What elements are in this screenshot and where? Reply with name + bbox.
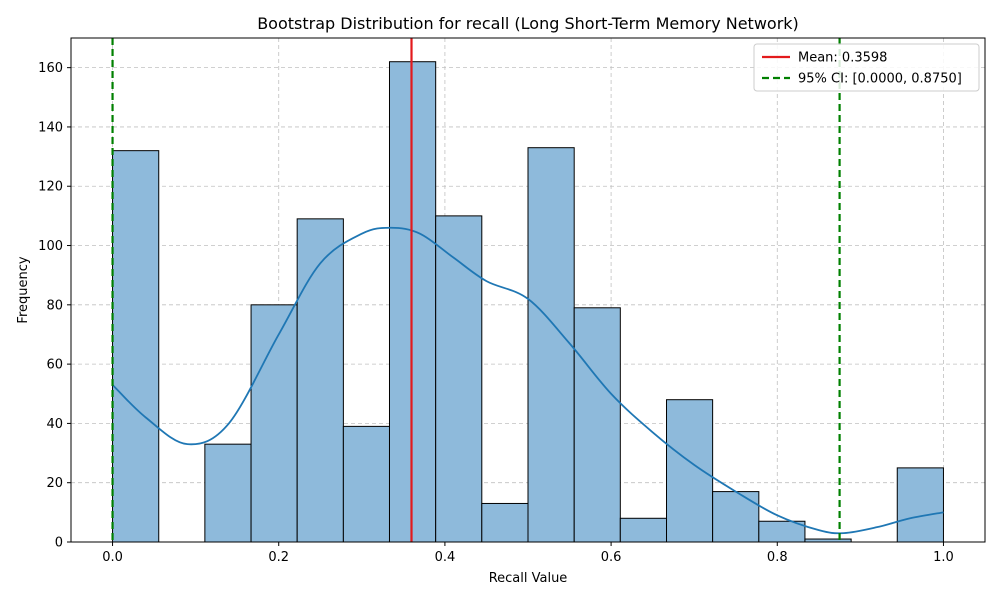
axes [70, 37, 986, 543]
plot-frame [70, 37, 986, 543]
histogram-bar [573, 307, 621, 543]
legend-box [753, 43, 980, 92]
histogram-bar [666, 399, 714, 543]
legend-label: 95% CI: [0.0000, 0.8750] [798, 72, 962, 87]
x-tick-label: 0.6 [601, 550, 622, 565]
histogram-bar [896, 467, 944, 543]
reference-lines [111, 38, 841, 542]
y-tick-label: 160 [38, 61, 63, 76]
x-tick-label: 0.8 [767, 550, 788, 565]
histogram-bar [481, 502, 529, 543]
x-tick-label: 0.4 [435, 550, 456, 565]
legend-label: Mean: 0.3598 [798, 51, 887, 66]
histogram-bars [112, 61, 944, 543]
legend: Mean: 0.3598 95% CI: [0.0000, 0.8750] [753, 43, 980, 92]
y-tick-label: 20 [46, 476, 63, 491]
histogram-bar [712, 491, 760, 543]
histogram-bar [619, 517, 668, 543]
kde-curve [111, 226, 944, 535]
x-tick-label: 0.2 [268, 550, 289, 565]
y-tick-label: 140 [38, 120, 63, 135]
histogram-bar [527, 147, 575, 543]
chart-title: Bootstrap Distribution for recall (Long … [257, 14, 799, 33]
y-tick-label: 80 [46, 298, 63, 313]
x-axis-title: Recall Value [489, 571, 568, 586]
y-axis-title: Frequency [16, 256, 31, 323]
x-tick-label: 0.0 [102, 550, 123, 565]
histogram-bar [342, 425, 390, 543]
histogram-bar [204, 443, 252, 543]
histogram-bar [250, 304, 298, 543]
x-tick-label: 1.0 [933, 550, 954, 565]
histogram-bar [435, 215, 483, 543]
ticks: 0.0 0.2 0.4 0.6 0.8 1.0 0 20 40 60 80 100 120 140 160 [38, 61, 954, 565]
kde-line [111, 226, 944, 535]
histogram-bar [296, 218, 344, 543]
histogram-bar [112, 150, 160, 543]
y-tick-label: 60 [46, 358, 63, 373]
y-tick-label: 120 [38, 180, 63, 195]
y-tick-label: 40 [46, 417, 63, 432]
y-tick-label: 100 [38, 239, 63, 254]
y-tick-label: 0 [55, 536, 63, 551]
